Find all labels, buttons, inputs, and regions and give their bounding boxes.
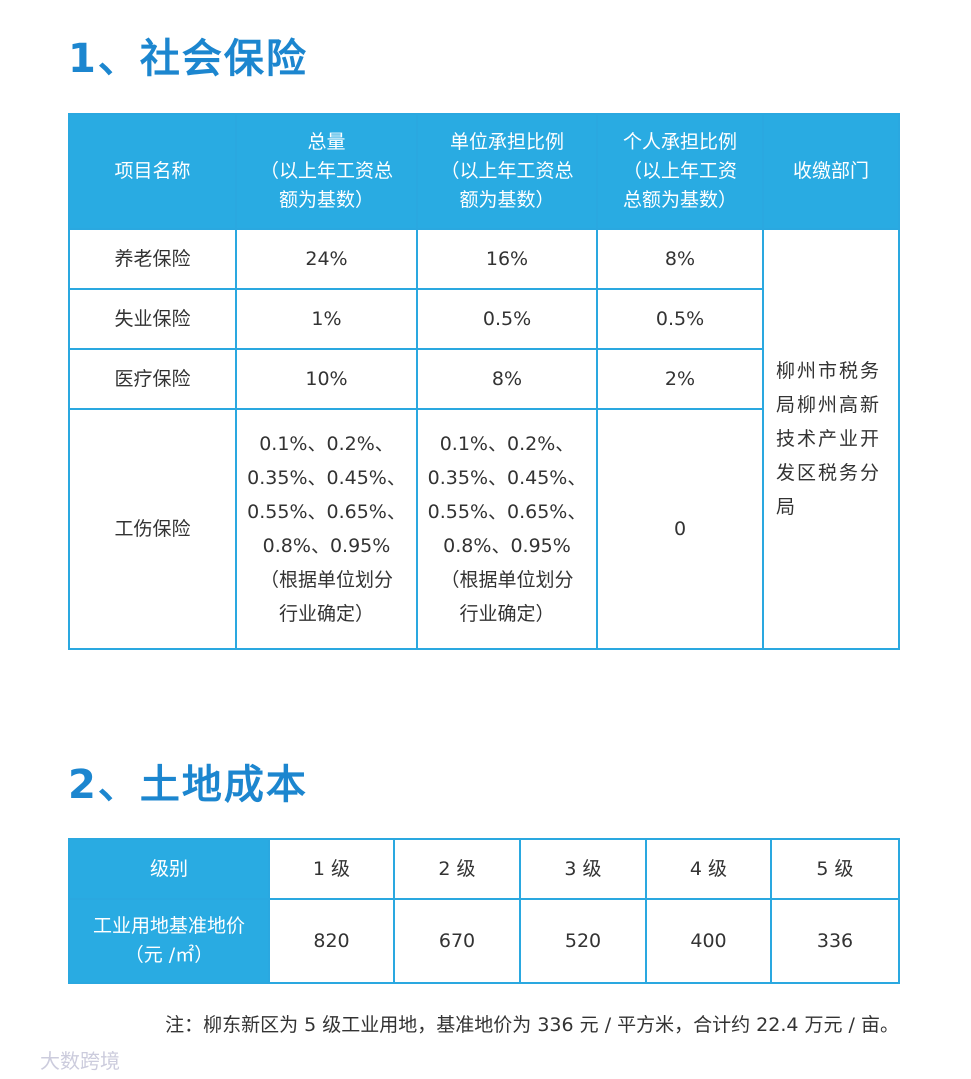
cell: 400 (645, 898, 772, 984)
header-cell: 项目名称 (68, 113, 237, 230)
header-cell: 收缴部门 (762, 113, 900, 230)
cell: 医疗保险 (68, 348, 237, 410)
row: 工伤保险 0.1%、0.2%、 0.35%、0.45%、 0.55%、0.65%、… (68, 408, 899, 650)
header-row: 项目名称 总量 （以上年工资总 额为基数） 单位承担比例 （以上年工资总 额为基数）… (68, 113, 900, 230)
cell: 1% (235, 288, 418, 350)
cell: 0.1%、0.2%、 0.35%、0.45%、 0.55%、0.65%、 0.8… (235, 408, 418, 650)
cell: 8% (596, 228, 764, 290)
header-cell: 单位承担比例 （以上年工资总 额为基数） (416, 113, 598, 230)
header-cell: 4 级 (645, 838, 772, 900)
cell: 8% (416, 348, 598, 410)
cell: 820 (268, 898, 395, 984)
cell: 520 (519, 898, 647, 984)
watermark: 大数跨境 (40, 1049, 120, 1073)
insurance-table: 项目名称 总量 （以上年工资总 额为基数） 单位承担比例 （以上年工资总 额为基数）… (68, 113, 900, 650)
section-title: 1、社会保险 (68, 36, 308, 82)
header-cell: 1 级 (268, 838, 395, 900)
header-cell: 3 级 (519, 838, 647, 900)
row: 失业保险 1% 0.5% 0.5% (68, 288, 899, 350)
cell: 0.1%、0.2%、 0.35%、0.45%、 0.55%、0.65%、 0.8… (416, 408, 598, 650)
header-cell: 总量 （以上年工资总 额为基数） (235, 113, 418, 230)
note: 注：柳东新区为 5 级工业用地，基准地价为 336 元 / 平方米，合计约 22… (165, 1014, 899, 1036)
cell: 670 (393, 898, 521, 984)
header-cell: 5 级 (770, 838, 900, 900)
header-cell: 级别 (68, 838, 270, 900)
row: 工业用地基准地价 （元 /㎡） 820 670 520 400 336 (68, 898, 900, 984)
department: 柳州市税务局柳州高新技术产业开发区税务分局 (776, 360, 882, 518)
cell: 10% (235, 348, 418, 410)
header-cell: 2 级 (393, 838, 521, 900)
cell: 16% (416, 228, 598, 290)
cell: 0 (596, 408, 764, 650)
row: 医疗保险 10% 8% 2% (68, 348, 899, 410)
cell: 工伤保险 (68, 408, 237, 650)
cell: 0.5% (416, 288, 598, 350)
cell: 失业保险 (68, 288, 237, 350)
cell: 336 (770, 898, 900, 984)
row: 养老保险 24% 16% 8% 柳州市税务局柳州高新技术产业开发区税务分局 (68, 228, 900, 650)
cell: 0.5% (596, 288, 764, 350)
cell: 养老保险 (68, 228, 237, 290)
cell: 24% (235, 228, 418, 290)
cell: 2% (596, 348, 764, 410)
header-cell: 个人承担比例 （以上年工资 总额为基数） (596, 113, 764, 230)
cell: 工业用地基准地价 （元 /㎡） (68, 898, 270, 984)
section-title: 2、土地成本 (68, 762, 308, 808)
department-cell: 柳州市税务局柳州高新技术产业开发区税务分局 (762, 228, 900, 650)
